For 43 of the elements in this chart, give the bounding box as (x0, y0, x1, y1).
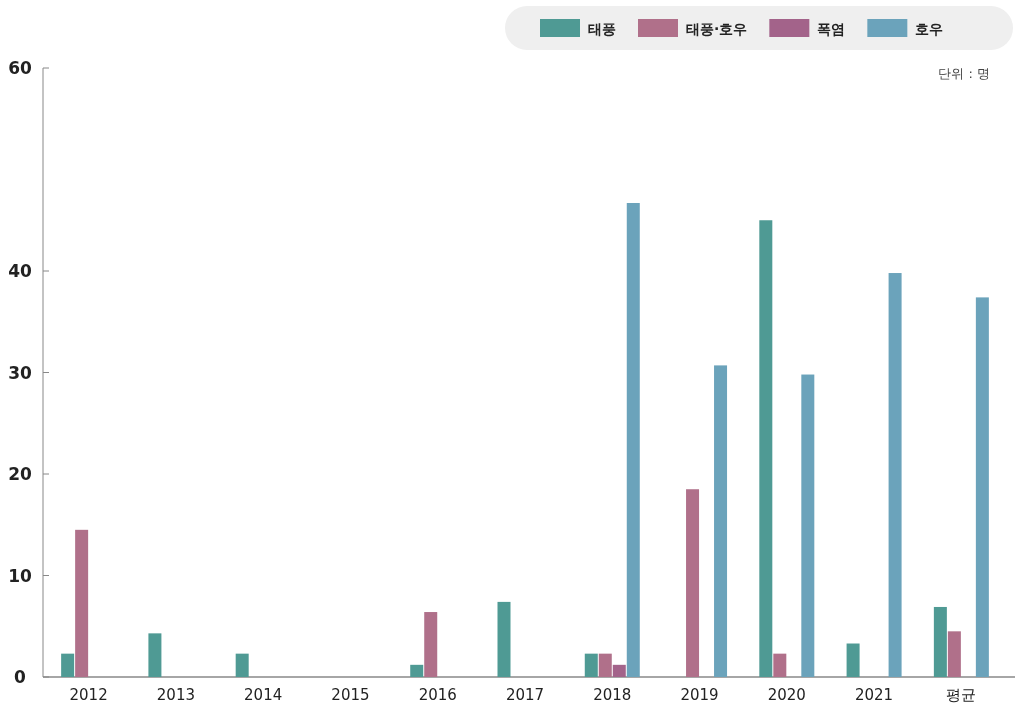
x-tick-label: 2019 (680, 686, 719, 704)
legend-label: 태풍 (588, 21, 616, 37)
bar (933, 606, 947, 677)
bar (584, 653, 598, 677)
bar (410, 664, 424, 677)
bar (801, 374, 815, 677)
bar (759, 220, 773, 677)
bar (148, 633, 162, 677)
annotation: 단위 : 명 (938, 66, 990, 81)
x-tick-label: 2018 (593, 686, 632, 704)
y-tick-label: 10 (8, 565, 32, 586)
y-tick-label: 20 (8, 464, 32, 484)
bar (497, 601, 511, 677)
y-tick-label: 40 (8, 261, 32, 281)
x-tick-label: 2016 (418, 686, 457, 704)
x-tick-label: 2015 (331, 686, 370, 704)
bar (846, 643, 860, 677)
x-tick-label: 2021 (855, 686, 894, 704)
legend-label: 호우 (915, 21, 944, 37)
bar (235, 653, 249, 677)
bar (75, 529, 89, 677)
bar (773, 653, 787, 677)
bar (612, 664, 626, 677)
bar (424, 612, 438, 677)
legend-label: 폭염 (817, 21, 846, 37)
x-tick-label: 2012 (69, 686, 108, 704)
bar (61, 653, 75, 677)
x-tick-label: 2017 (505, 686, 545, 704)
bar (714, 365, 728, 677)
bar (598, 653, 612, 677)
bar (947, 631, 961, 677)
x-tick-label: 평균 (946, 686, 977, 704)
y-tick-label: 60 (8, 58, 32, 78)
bar (626, 203, 640, 677)
legend-label: 태풍·호우 (686, 21, 748, 37)
x-tick-label: 2020 (767, 686, 806, 704)
x-tick-label: 2014 (244, 686, 283, 704)
x-tick-label: 2013 (156, 686, 195, 704)
bar (975, 297, 989, 677)
bar (686, 489, 700, 677)
y-tick-label: 0 (14, 667, 27, 687)
bar (888, 273, 902, 677)
y-tick-label: 30 (8, 362, 32, 383)
